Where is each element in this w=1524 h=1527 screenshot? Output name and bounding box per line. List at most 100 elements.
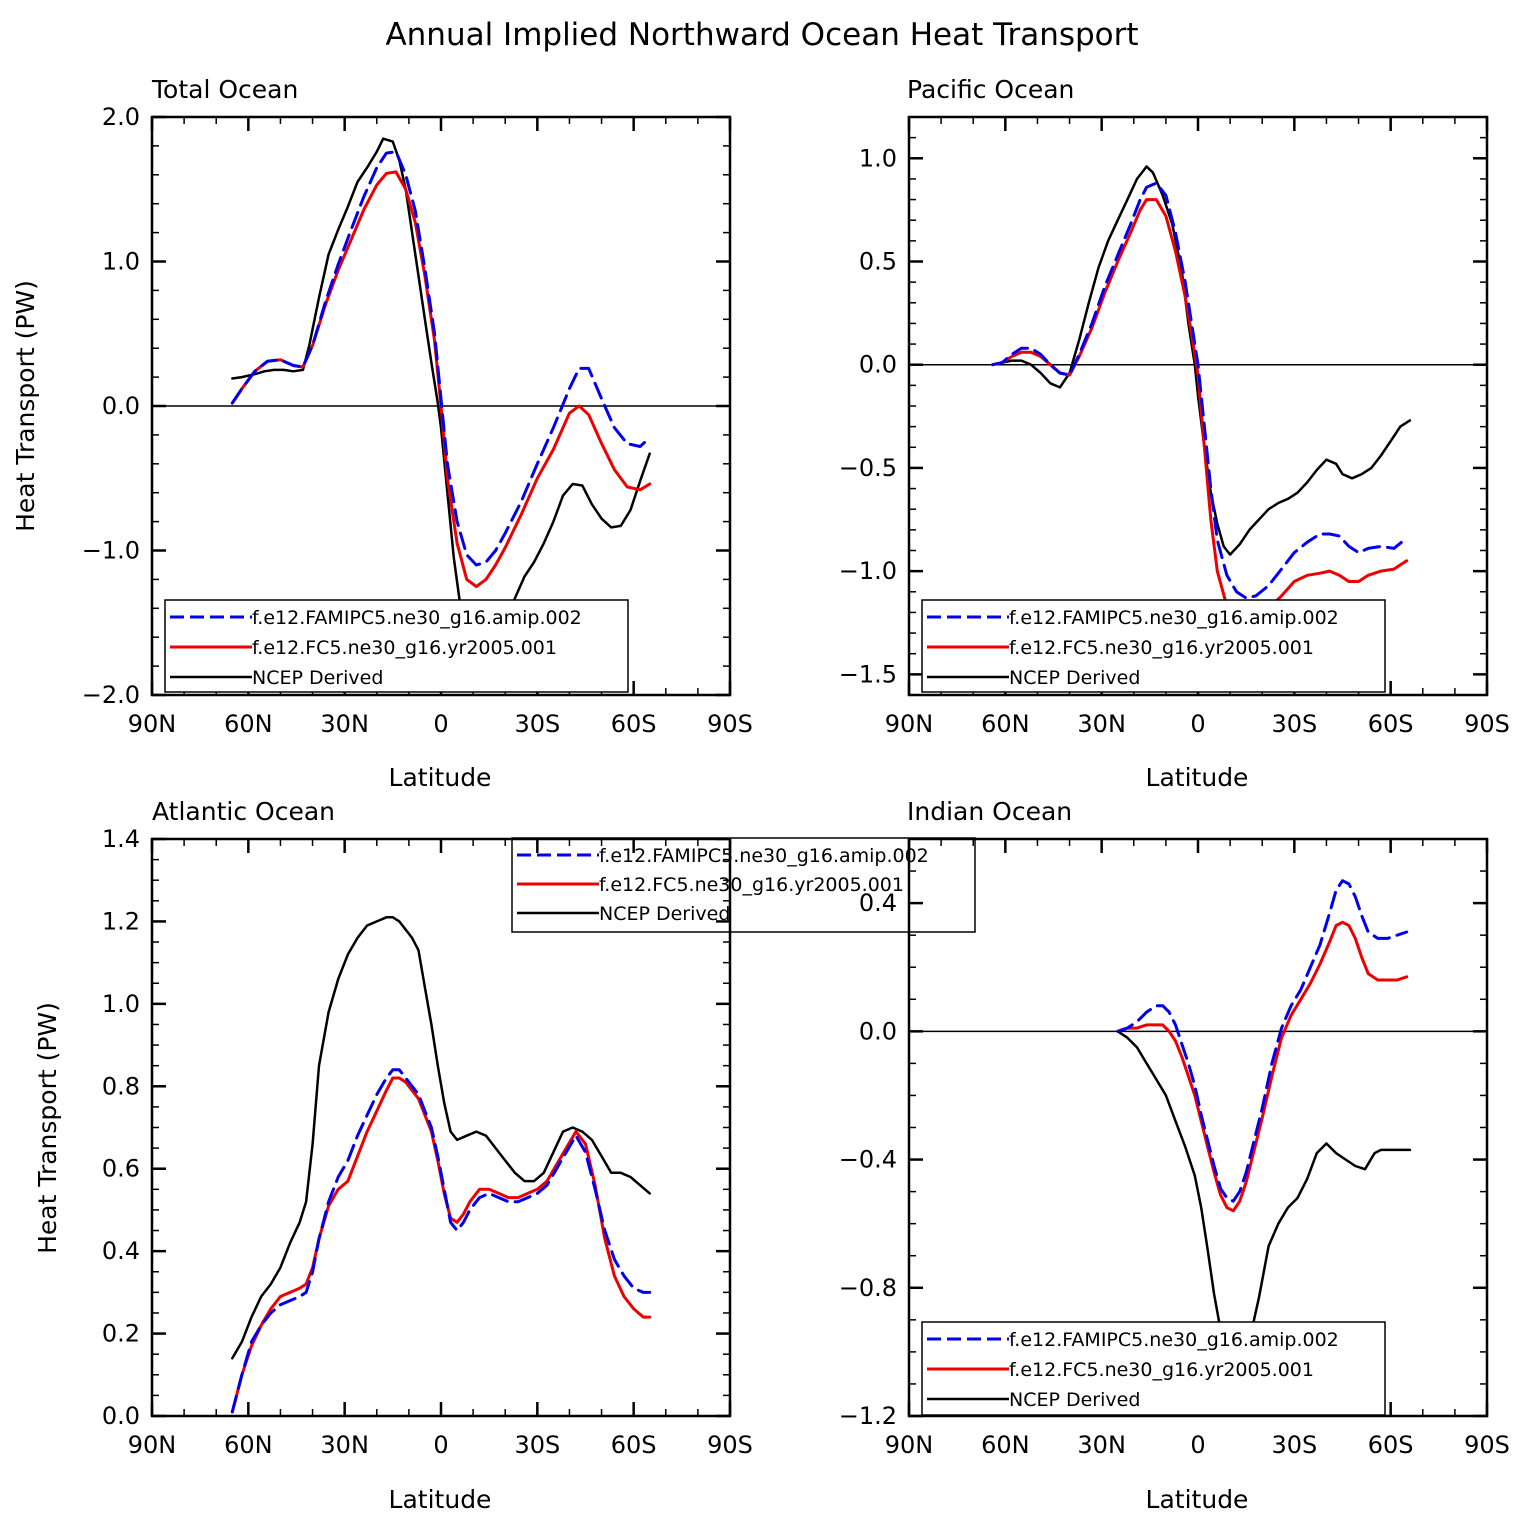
x-tick-label: 30N: [1077, 710, 1126, 738]
x-tick-label: 60N: [981, 710, 1030, 738]
x-tick-label: 30S: [514, 1431, 560, 1459]
y-tick-label: 1.4: [102, 825, 140, 853]
plot-frame: [150, 837, 732, 1418]
y-tick-label: −1.2: [839, 1402, 897, 1430]
legend: f.e12.FAMIPC5.ne30_g16.amip.002 f.e12.FC…: [921, 1321, 1386, 1416]
series-line-fc5: [230, 1076, 652, 1414]
y-tick-label: 0.0: [102, 1402, 140, 1430]
x-tick-label: 60S: [611, 710, 657, 738]
plot-frame: [907, 115, 1489, 697]
legend-label-fc5: f.e12.FC5.ne30_g16.yr2005.001: [599, 874, 904, 896]
figure-title: Annual Implied Northward Ocean Heat Tran…: [385, 17, 1138, 53]
x-tick-label: 30S: [1271, 1431, 1317, 1459]
x-tick-label: 30N: [320, 710, 369, 738]
y-tick-label: −2.0: [82, 681, 140, 709]
y-tick-label: 0.0: [102, 392, 140, 420]
legend-label-fc5: f.e12.FC5.ne30_g16.yr2005.001: [1009, 637, 1314, 659]
legend-label-amip: f.e12.FAMIPC5.ne30_g16.amip.002: [1009, 607, 1339, 629]
x-tick-label: 60N: [224, 710, 273, 738]
y-axis-label: Heat Transport (PW): [33, 1002, 62, 1254]
x-tick-label: 0: [1190, 710, 1205, 738]
series-line-amip: [1116, 879, 1409, 1203]
x-tick-label: 0: [433, 710, 448, 738]
x-axis-label: Latitude: [389, 1485, 492, 1514]
y-tick-label: 0.0: [859, 351, 897, 379]
y-tick-label: −1.0: [839, 557, 897, 585]
y-tick-label: −1.0: [82, 537, 140, 565]
panel-total-ocean: Total Ocean Heat Transport (PW) Latitude…: [11, 75, 753, 792]
x-tick-label: 90S: [1464, 1431, 1510, 1459]
y-tick-label: −0.5: [839, 454, 897, 482]
x-tick-label: 90N: [128, 710, 177, 738]
x-tick-label: 60S: [1368, 1431, 1414, 1459]
legend-label-amip: f.e12.FAMIPC5.ne30_g16.amip.002: [1009, 1329, 1339, 1351]
legend-label-amip: f.e12.FAMIPC5.ne30_g16.amip.002: [252, 607, 582, 629]
x-tick-label: 60S: [1368, 710, 1414, 738]
panel-title: Indian Ocean: [907, 797, 1072, 826]
y-tick-label: 1.0: [859, 144, 897, 172]
legend: f.e12.FAMIPC5.ne30_g16.amip.002 f.e12.FC…: [164, 599, 629, 693]
x-tick-label: 60S: [611, 1431, 657, 1459]
legend: f.e12.FAMIPC5.ne30_g16.amip.002 f.e12.FC…: [511, 837, 976, 933]
legend: f.e12.FAMIPC5.ne30_g16.amip.002 f.e12.FC…: [921, 599, 1386, 693]
legend-label-ncep: NCEP Derived: [1009, 667, 1140, 689]
y-tick-label: 1.2: [102, 907, 140, 935]
y-tick-label: 2.0: [102, 103, 140, 131]
legend-label-ncep: NCEP Derived: [1009, 1389, 1140, 1411]
panel-title: Atlantic Ocean: [152, 797, 335, 826]
y-tick-label: 0.8: [102, 1072, 140, 1100]
series-line-ncep: [231, 137, 651, 651]
legend-label-fc5: f.e12.FC5.ne30_g16.yr2005.001: [1009, 1359, 1314, 1381]
legend-label-amip: f.e12.FAMIPC5.ne30_g16.amip.002: [599, 845, 929, 867]
x-tick-label: 90S: [707, 1431, 753, 1459]
plot-frame: [907, 837, 1489, 1418]
x-tick-label: 90S: [707, 710, 753, 738]
series-line-amip: [230, 150, 652, 567]
x-tick-label: 90N: [128, 1431, 177, 1459]
series-line-ncep: [231, 916, 651, 1360]
y-tick-label: 0.5: [859, 248, 897, 276]
x-tick-label: 60N: [981, 1431, 1030, 1459]
y-axis-label: Heat Transport (PW): [11, 280, 40, 532]
y-tick-label: −0.8: [839, 1274, 897, 1302]
x-axis-label: Latitude: [1146, 1485, 1249, 1514]
y-tick-label: 0.4: [859, 889, 897, 917]
x-tick-label: 90N: [885, 710, 934, 738]
panel-indian-ocean: Indian Ocean Latitude 0.4 0.0 −0.4 −0.8 −1.2…: [839, 797, 1510, 1514]
panel-title: Total Ocean: [151, 75, 298, 104]
x-axis-label: Latitude: [389, 763, 492, 792]
x-tick-label: 90N: [885, 1431, 934, 1459]
legend-label-ncep: NCEP Derived: [599, 903, 730, 925]
legend-box: [511, 837, 976, 933]
y-tick-label: 1.0: [102, 990, 140, 1018]
x-axis-label: Latitude: [1146, 763, 1249, 792]
y-tick-label: 0.6: [102, 1155, 140, 1183]
panel-pacific-ocean: Pacific Ocean Latitude 1.0 0.5 0.0 −0.5 −1.0…: [839, 75, 1510, 792]
series-line-ncep: [1116, 1030, 1412, 1366]
x-tick-label: 30S: [1271, 710, 1317, 738]
panel-title: Pacific Ocean: [907, 75, 1074, 104]
legend-label-fc5: f.e12.FC5.ne30_g16.yr2005.001: [252, 637, 557, 659]
y-tick-label: 0.2: [102, 1320, 140, 1348]
legend-label-ncep: NCEP Derived: [252, 667, 383, 689]
y-tick-label: −1.5: [839, 660, 897, 688]
x-tick-label: 90S: [1464, 710, 1510, 738]
plot-area: 1.0 0.5 0.0 −0.5 −1.0 −1.5 90N 60N 30N 0 30S 60S 90S: [839, 115, 1510, 738]
x-tick-label: 0: [1190, 1431, 1205, 1459]
series-line-amip: [991, 181, 1409, 600]
x-tick-label: 30N: [320, 1431, 369, 1459]
plot-frame: [150, 115, 732, 697]
y-tick-label: 0.0: [859, 1017, 897, 1045]
x-tick-label: 0: [433, 1431, 448, 1459]
y-tick-label: 1.0: [102, 248, 140, 276]
series-line-fc5: [230, 170, 652, 589]
series-line-ncep: [991, 165, 1412, 556]
x-tick-label: 60N: [224, 1431, 273, 1459]
series-line-fc5: [1116, 920, 1409, 1213]
y-tick-label: 0.4: [102, 1237, 140, 1265]
x-tick-label: 30N: [1077, 1431, 1126, 1459]
